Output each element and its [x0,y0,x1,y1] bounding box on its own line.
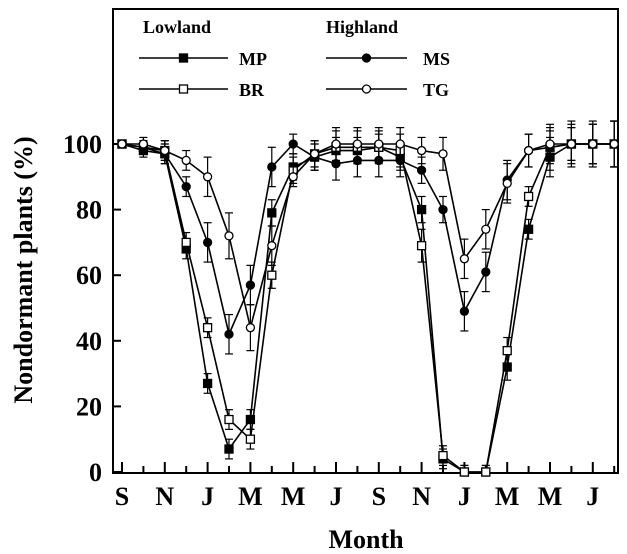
legend-marker [361,84,372,94]
data-point [609,139,619,149]
data-point [224,231,234,241]
data-point [416,145,427,156]
data-point [566,139,577,149]
data-point [374,139,384,149]
data-point [245,323,256,333]
x-tick-label: S [115,482,129,511]
data-point [245,434,256,444]
legend-marker [178,53,189,63]
data-point [481,267,491,277]
data-point [117,139,127,149]
legend-label: TG [423,80,449,100]
data-point [267,241,277,251]
data-point [352,139,363,149]
y-tick-label: 20 [76,392,102,421]
data-point [224,329,234,339]
data-point [202,237,213,248]
data-point [288,172,298,182]
data-point [481,224,491,234]
series-line [122,143,615,328]
data-point [459,254,470,264]
data-point [481,467,491,477]
data-point [588,139,598,149]
data-point [523,224,534,234]
x-tick-label: S [372,482,386,511]
data-point [202,172,213,182]
series-line [121,143,615,473]
series-br [117,120,619,477]
data-point [416,165,427,175]
series-ms [117,120,619,355]
series-line [121,143,615,473]
plot-frame [112,8,619,474]
x-axis-title: Month [328,525,404,554]
data-point [267,270,277,280]
series-mp [117,120,619,477]
x-tick-label: N [155,482,174,511]
series-tg [117,120,619,352]
data-point [459,467,470,477]
data-point [502,178,512,189]
data-point [416,241,427,251]
y-axis-title: Nondormant plants (%) [9,136,38,403]
legend-label: BR [239,80,265,100]
data-point [545,139,555,149]
y-tick-label: 40 [76,327,102,356]
data-point [523,145,534,156]
data-point [245,280,256,290]
y-tick-label: 80 [76,196,102,225]
data-point [459,306,470,316]
legend-label: MP [239,49,267,69]
data-point [309,149,320,159]
y-tick-label: 60 [76,261,102,290]
data-point [181,181,191,192]
legend-group-title: Lowland [143,17,211,37]
x-tick-label: M [495,482,520,511]
data-point [288,139,298,149]
x-tick-label: M [238,482,263,511]
x-tick-label: J [458,482,471,511]
data-point [224,444,234,454]
series-layer [117,120,619,477]
legend-marker [178,84,189,94]
y-axis-ticks: 0 20 40 60 80 100 [63,130,121,487]
legend: Lowland MP BR Highland MS TG [139,17,450,100]
data-point [416,204,427,215]
data-point [267,162,277,172]
x-tick-label: N [412,482,431,511]
x-tick-label: J [586,482,599,511]
data-point [202,323,213,333]
data-point [395,139,405,149]
data-point [438,450,448,461]
data-point [202,378,213,389]
data-point [181,237,191,248]
x-tick-label: J [330,482,343,511]
data-point [438,149,448,159]
data-point [224,414,234,425]
data-point [502,345,512,356]
data-point [181,155,191,166]
legend-marker [361,53,372,63]
data-point [160,145,170,156]
data-point [267,208,277,218]
data-point [438,204,448,215]
legend-group-title: Highland [326,17,398,37]
data-point [138,139,149,149]
data-point [331,139,341,149]
y-tick-label: 0 [89,458,102,487]
x-tick-label: J [201,482,214,511]
legend-label: MS [423,49,450,69]
data-point [245,414,256,425]
x-tick-label: M [538,482,563,511]
y-tick-label: 100 [63,130,102,159]
data-point [523,191,534,202]
x-tick-label: M [281,482,306,511]
